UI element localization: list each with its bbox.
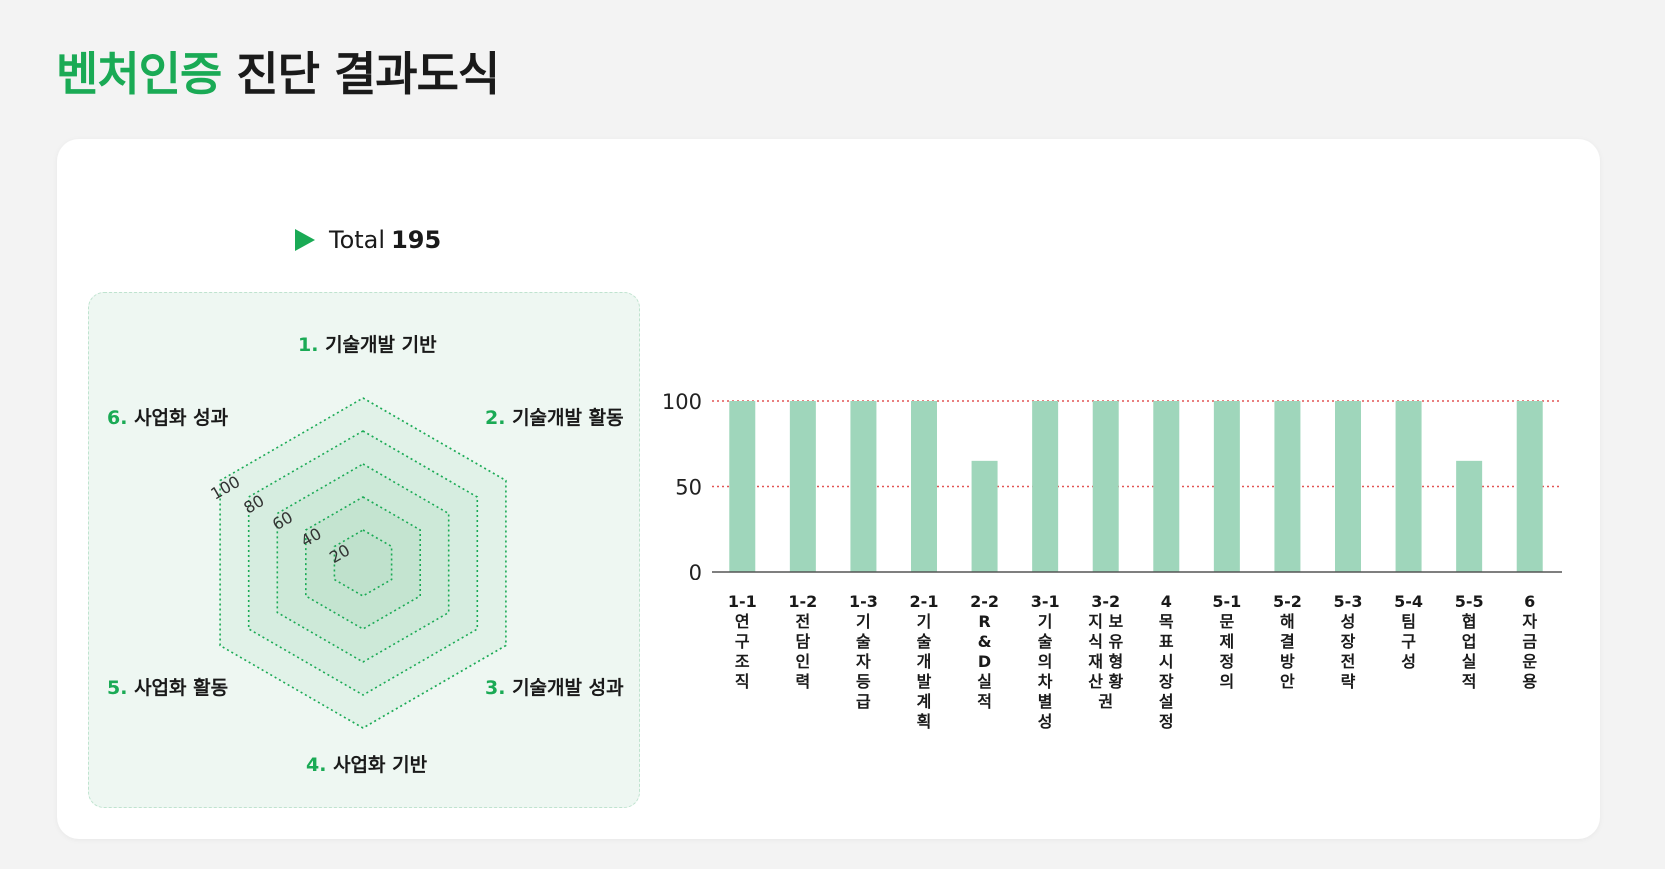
bar: [1335, 401, 1361, 572]
x-tick-label: 1-2 전 담 인 력: [788, 592, 818, 691]
radar-axis-label-3: 3. 기술개발 성과: [485, 677, 624, 699]
bar: [1032, 401, 1059, 572]
x-tick-label: 2-1 기 술 개 발 계 획: [909, 592, 939, 731]
x-tick-label: 5-4 팀 구 성: [1394, 592, 1424, 671]
bar: [1456, 460, 1483, 572]
x-tick-label: 5-1 문 제 정 의: [1212, 592, 1242, 691]
radar-axis-label-5: 5. 사업화 활동: [107, 677, 229, 699]
radar-axis-label-2: 2. 기술개발 활동: [485, 407, 624, 429]
bar: [1516, 401, 1543, 572]
radar-axis-label-4: 4. 사업화 기반: [306, 754, 428, 776]
y-tick-label: 50: [675, 476, 702, 500]
total-score: Total 195: [295, 226, 441, 254]
bar: [1395, 401, 1422, 572]
x-tick-label: 2-2 R & D 실 적: [970, 592, 1000, 711]
y-tick-label: 0: [689, 561, 702, 580]
bar: [1274, 401, 1301, 572]
bar: [1153, 401, 1180, 572]
bar: [1213, 401, 1240, 572]
x-tick-label: 1-3 기 술 자 등 급: [848, 592, 878, 711]
bar: [911, 401, 937, 572]
page-title-accent: 벤처인증: [56, 47, 222, 101]
bar: [971, 460, 998, 572]
bar: [850, 401, 877, 572]
total-label: Total: [329, 226, 386, 254]
y-tick-label: 100: [662, 390, 702, 414]
x-tick-label: 5-2 해 결 방 안: [1272, 592, 1302, 691]
bar: [729, 401, 756, 572]
page-title-rest: 진단 결과도식: [221, 47, 500, 101]
x-tick-label: 5-5 협 업 실 적: [1454, 592, 1484, 691]
page-title: 벤처인증 진단 결과도식: [56, 38, 500, 104]
bar-chart: 0 50 100: [662, 390, 1562, 580]
x-tick-label: 3-1 기 술 의 차 별 성: [1030, 592, 1060, 731]
radar-axis-label-1: 1. 기술개발 기반: [298, 334, 437, 356]
radar-axis-label-6: 6. 사업화 성과: [107, 407, 229, 429]
bar: [1092, 401, 1119, 572]
radar-ring: [333, 529, 393, 597]
total-value: 195: [391, 226, 442, 254]
x-tick-label: 1-1 연 구 조 직: [727, 592, 757, 691]
play-triangle-icon: [295, 229, 315, 251]
bar: [789, 401, 816, 572]
x-tick-label: 5-3 성 장 전 략: [1333, 592, 1363, 691]
